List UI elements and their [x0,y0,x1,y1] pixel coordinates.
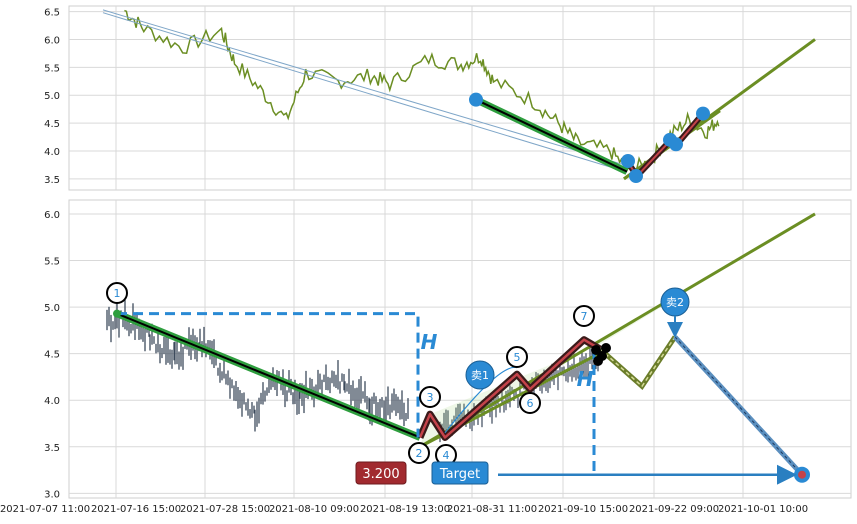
target-price-label: 3.200 [362,467,399,482]
target-price-box [355,461,407,485]
top-series-layer [102,9,816,184]
bottom-panel-frame [68,199,852,499]
pattern-point-circle [408,442,430,464]
bottom-y-tick: 6.0 [44,210,60,221]
target-label: Target [439,467,480,482]
top-y-tick: 6.5 [44,8,60,19]
pattern-point-label: 7 [581,310,588,323]
projection-dash [599,336,676,388]
pattern-point-circle [519,392,541,414]
bottom-y-tick: 4.0 [44,396,60,407]
pattern-point-circle [419,386,441,408]
bottom-y-tick: 5.0 [44,303,60,314]
sell-2-label: 卖2 [666,296,684,309]
top-pattern-point [621,154,635,169]
x-tick: 2021-08-31 11:00 [447,504,537,515]
pattern-start-dot [113,309,121,318]
top-y-tick: 6.0 [44,35,60,46]
pattern-point-circle [573,305,595,327]
pattern-leg-black [116,312,421,439]
breakout-marker [593,356,603,366]
pattern-point-label: 5 [514,351,521,364]
height-measure-left [117,312,420,438]
bottom-y-ticks: 3.0 3.5 4.0 4.5 5.0 5.5 6.0 [44,210,60,500]
top-y-ticks: 3.5 4.0 4.5 5.0 5.5 6.0 6.5 [44,8,60,186]
pattern-point-circle [106,282,128,304]
target-point-core [798,470,806,479]
top-trend-line-a [102,9,631,168]
zigzag-red [418,338,601,439]
bottom-y-tick: 5.5 [44,257,60,268]
pattern-point-label: 2 [416,447,423,460]
top-trend-line-b [102,12,628,173]
annotation-labels: 3.200 Target H H [355,330,594,485]
bottom-series-layer: 1 2 3 4 5 6 7 卖1 卖2 [106,212,816,485]
top-y-tick: 5.5 [44,63,60,74]
target-path-inner [674,336,803,476]
x-tick: 2021-08-10 09:00 [269,504,359,515]
top-pattern-black [475,98,628,173]
top-pattern-point [629,169,643,184]
bottom-y-tick: 3.5 [44,443,60,454]
top-y-tick: 3.5 [44,175,60,186]
bottom-grid [69,200,851,498]
height-label-left: H [421,330,438,354]
top-y-tick: 4.5 [44,119,60,130]
x-tick: 2021-09-10 15:00 [538,504,628,515]
top-pattern-point [669,137,683,152]
bottom-y-tick: 4.5 [44,350,60,361]
x-ticks: 2021-07-07 11:00 2021-07-16 15:00 2021-0… [0,504,808,515]
channel-upper-line [419,212,816,449]
pattern-point-label: 4 [443,449,450,462]
x-tick: 2021-10-01 10:00 [718,504,808,515]
x-tick: 2021-08-19 13:00 [360,504,450,515]
height-label-right: H [577,367,594,391]
top-grid [69,6,851,190]
bottom-y-tick: 3.0 [44,489,60,500]
breakout-marker [601,343,611,353]
top-pattern-point [469,92,483,107]
top-panel-frame [68,5,852,191]
x-tick: 2021-07-28 15:00 [180,504,270,515]
top-pattern-point [696,106,710,121]
sell-1-marker [465,360,495,390]
pattern-point-label: 1 [114,287,121,300]
top-y-tick: 4.0 [44,147,60,158]
sell-1-label: 卖1 [471,369,489,382]
target-box [431,461,489,485]
pattern-point-label: 3 [427,391,434,404]
top-y-tick: 5.0 [44,91,60,102]
x-tick: 2021-09-22 09:00 [629,504,719,515]
pattern-point-circle [506,346,528,368]
x-tick: 2021-07-16 15:00 [91,504,181,515]
pattern-point-label: 6 [527,397,534,410]
x-tick: 2021-07-07 11:00 [0,504,90,515]
